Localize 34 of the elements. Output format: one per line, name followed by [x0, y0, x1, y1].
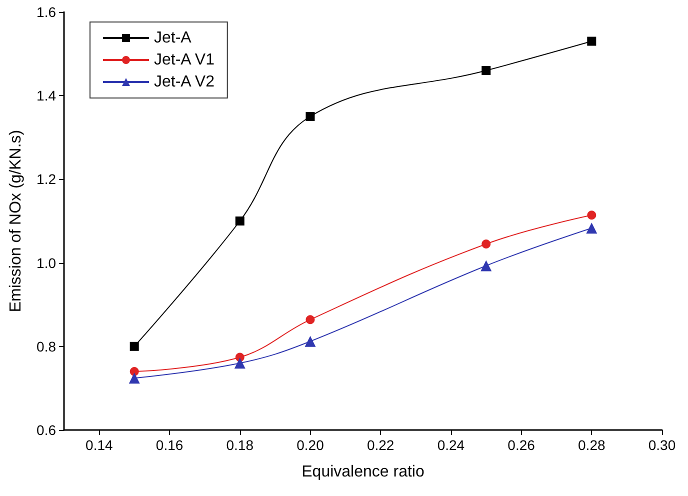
point	[306, 315, 315, 324]
point	[130, 342, 139, 351]
y-tick-label: 0.6	[36, 422, 56, 438]
y-tick-label: 0.8	[36, 338, 56, 354]
x-axis-title: Equivalence ratio	[302, 464, 424, 480]
point	[586, 222, 598, 234]
y-tick-label: 1.4	[36, 88, 56, 104]
y-tick-label: 1.6	[36, 4, 56, 20]
x-tick-label: 0.28	[578, 437, 606, 453]
point	[304, 336, 316, 347]
legend-label: Jet-A	[154, 30, 192, 46]
x-tick-label: 0.30	[648, 437, 676, 453]
legend-label: Jet-A V2	[154, 74, 215, 90]
point	[306, 112, 315, 121]
point	[587, 210, 596, 220]
point	[234, 358, 246, 369]
x-tick-label: 0.22	[366, 437, 394, 453]
point	[482, 66, 491, 76]
x-tick-label: 0.24	[437, 437, 465, 453]
point	[482, 239, 491, 248]
point	[480, 260, 492, 272]
x-tick-label: 0.14	[86, 437, 114, 453]
x-tick-label: 0.18	[226, 437, 254, 453]
point	[235, 216, 244, 226]
point	[130, 366, 139, 376]
x-tick-label: 0.16	[156, 437, 184, 453]
y-tick-label: 1.2	[36, 171, 56, 188]
point	[587, 36, 596, 46]
x-tick-label: 0.20	[296, 437, 324, 453]
y-tick-label: 1.0	[36, 254, 56, 271]
legend-label: Jet-A V1	[154, 52, 215, 68]
point	[128, 372, 140, 384]
x-tick-label: 0.26	[508, 437, 536, 453]
y-axis-title: Emission of NOx (g/KN.s)	[8, 130, 24, 312]
